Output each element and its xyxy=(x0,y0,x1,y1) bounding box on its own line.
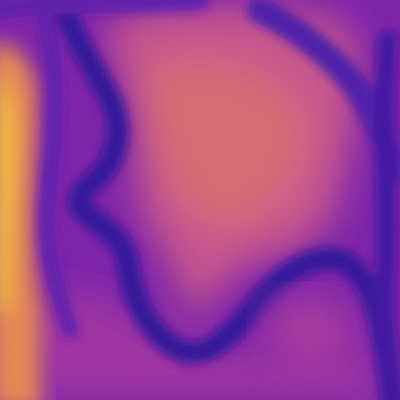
thermal-texture-image xyxy=(0,0,400,400)
grain-overlay xyxy=(0,0,400,400)
